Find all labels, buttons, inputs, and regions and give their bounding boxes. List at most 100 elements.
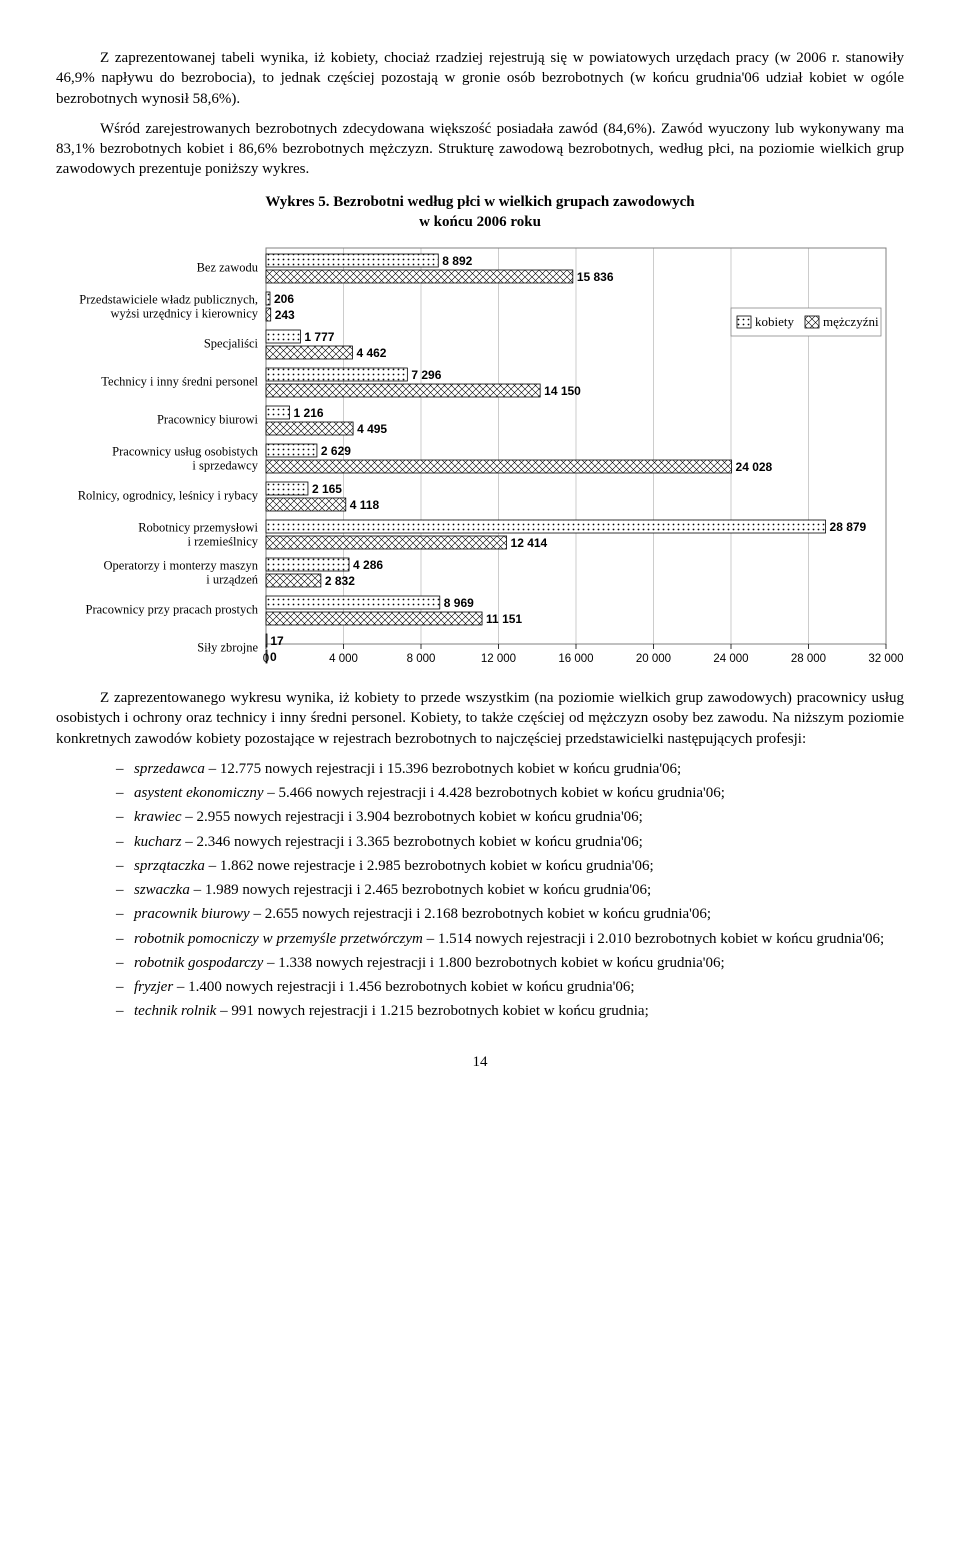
x-tick-label: 12 000 (481, 653, 516, 665)
bar-kobiety (266, 406, 290, 419)
bar-kobiety (266, 482, 308, 495)
profession-name: technik rolnik (134, 1003, 216, 1019)
bar-value-mezczyzni: 4 462 (356, 346, 386, 360)
profession-name: robotnik gospodarczy (134, 955, 263, 971)
x-tick-label: 8 000 (407, 653, 436, 665)
bar-chart: kobiety mężczyźni 8 892 15 836 Bez zawodu 206… (56, 242, 906, 682)
bar-value-mezczyzni: 2 832 (325, 574, 355, 588)
profession-item: sprzątaczka – 1.862 nowe rejestracje i 2… (116, 856, 904, 876)
profession-rest: – 1.989 nowych rejestracji i 2.465 bezro… (190, 882, 651, 898)
profession-item: sprzedawca – 12.775 nowych rejestracji i… (116, 759, 904, 779)
profession-rest: – 1.400 nowych rejestracji i 1.456 bezro… (173, 979, 634, 995)
profession-item: krawiec – 2.955 nowych rejestracji i 3.9… (116, 807, 904, 827)
bar-value-kobiety: 1 777 (304, 330, 334, 344)
category-label: wyżsi urzędnicy i kierownicy (110, 307, 258, 321)
paragraph-3: Z zaprezentowanego wykresu wynika, iż ko… (56, 688, 904, 749)
paragraph-1: Z zaprezentowanej tabeli wynika, iż kobi… (56, 48, 904, 109)
category-label: Pracownicy biurowi (157, 413, 259, 427)
bar-value-kobiety: 17 (270, 634, 284, 648)
bar-value-mezczyzni: 12 414 (511, 536, 548, 550)
bar-mezczyzni (266, 498, 346, 511)
category-label: Technicy i inny średni personel (101, 375, 258, 389)
category-label: Pracownicy usług osobistych (112, 445, 259, 459)
x-tick-label: 28 000 (791, 653, 826, 665)
bar-value-kobiety: 7 296 (411, 368, 441, 382)
bar-value-mezczyzni: 4 495 (357, 422, 387, 436)
profession-list: sprzedawca – 12.775 nowych rejestracji i… (56, 759, 904, 1022)
chart-title: Wykres 5. Bezrobotni według płci w wielk… (56, 192, 904, 233)
bar-mezczyzni (266, 308, 271, 321)
category-label: Robotnicy przemysłowi (138, 521, 258, 535)
bar-value-kobiety: 4 286 (353, 558, 383, 572)
x-tick-label: 4 000 (329, 653, 358, 665)
profession-name: robotnik pomocniczy w przemyśle przetwór… (134, 931, 423, 947)
category-label: Bez zawodu (197, 261, 259, 275)
profession-rest: – 1.862 nowe rejestracje i 2.985 bezrobo… (205, 858, 654, 874)
chart-title-line1: Wykres 5. Bezrobotni według płci w wielk… (265, 194, 694, 210)
bar-mezczyzni (266, 346, 352, 359)
profession-rest: – 1.514 nowych rejestracji i 2.010 bezro… (423, 931, 884, 947)
profession-name: krawiec (134, 809, 181, 825)
x-tick-label: 32 000 (868, 653, 903, 665)
bar-value-kobiety: 8 892 (442, 254, 472, 268)
profession-name: asystent ekonomiczny (134, 785, 264, 801)
bar-kobiety (266, 254, 438, 267)
profession-item: pracownik biurowy – 2.655 nowych rejestr… (116, 904, 904, 924)
x-tick-label: 24 000 (713, 653, 748, 665)
profession-item: szwaczka – 1.989 nowych rejestracji i 2.… (116, 880, 904, 900)
bar-value-kobiety: 2 165 (312, 482, 342, 496)
bar-kobiety (266, 596, 440, 609)
profession-name: pracownik biurowy (134, 906, 250, 922)
svg-text:mężczyźni: mężczyźni (823, 314, 879, 329)
profession-rest: – 2.655 nowych rejestracji i 2.168 bezro… (250, 906, 711, 922)
bar-value-kobiety: 2 629 (321, 444, 351, 458)
bar-mezczyzni (266, 422, 353, 435)
bar-value-kobiety: 8 969 (444, 596, 474, 610)
profession-name: kucharz (134, 834, 182, 850)
category-label: Pracownicy przy pracach prostych (86, 603, 259, 617)
x-tick-label: 20 000 (636, 653, 671, 665)
profession-name: sprzedawca (134, 761, 205, 777)
bar-mezczyzni (266, 384, 540, 397)
category-label: Siły zbrojne (197, 641, 258, 655)
category-label: i sprzedawcy (192, 459, 258, 473)
bar-kobiety (266, 330, 300, 343)
profession-name: fryzjer (134, 979, 173, 995)
bar-value-mezczyzni: 15 836 (577, 270, 614, 284)
chart-container: kobiety mężczyźni 8 892 15 836 Bez zawodu 206… (56, 238, 904, 688)
profession-item: asystent ekonomiczny – 5.466 nowych reje… (116, 783, 904, 803)
bar-value-kobiety: 1 216 (294, 406, 324, 420)
bar-kobiety (266, 368, 407, 381)
chart-title-line2: w końcu 2006 roku (419, 214, 541, 230)
bar-value-mezczyzni: 0 (270, 650, 277, 664)
profession-rest: – 991 nowych rejestracji i 1.215 bezrobo… (216, 1003, 648, 1019)
profession-item: kucharz – 2.346 nowych rejestracji i 3.3… (116, 832, 904, 852)
profession-item: technik rolnik – 991 nowych rejestracji … (116, 1001, 904, 1021)
bar-mezczyzni (266, 536, 507, 549)
page-number: 14 (56, 1052, 904, 1072)
bar-mezczyzni (266, 460, 732, 473)
profession-item: fryzjer – 1.400 nowych rejestracji i 1.4… (116, 977, 904, 997)
bar-value-mezczyzni: 243 (275, 308, 295, 322)
profession-rest: – 2.955 nowych rejestracji i 3.904 bezro… (181, 809, 642, 825)
bar-kobiety (266, 444, 317, 457)
profession-rest: – 5.466 nowych rejestracji i 4.428 bezro… (264, 785, 725, 801)
category-label: i rzemieślnicy (188, 535, 259, 549)
bar-value-kobiety: 206 (274, 292, 294, 306)
category-label: Specjaliści (204, 337, 259, 351)
category-label: i urządzeń (206, 573, 258, 587)
bar-kobiety (266, 292, 270, 305)
paragraph-2: Wśród zarejestrowanych bezrobotnych zdec… (56, 119, 904, 180)
profession-rest: – 12.775 nowych rejestracji i 15.396 bez… (205, 761, 681, 777)
bar-value-mezczyzni: 11 151 (486, 612, 522, 626)
bar-kobiety (266, 558, 349, 571)
bar-mezczyzni (266, 612, 482, 625)
svg-text:kobiety: kobiety (755, 314, 794, 329)
x-tick-label: 0 (263, 653, 269, 665)
bar-value-mezczyzni: 24 028 (736, 460, 773, 474)
bar-mezczyzni (266, 574, 321, 587)
category-label: Operatorzy i monterzy maszyn (104, 559, 259, 573)
x-tick-label: 16 000 (558, 653, 593, 665)
bar-kobiety (266, 520, 826, 533)
profession-item: robotnik gospodarczy – 1.338 nowych reje… (116, 953, 904, 973)
